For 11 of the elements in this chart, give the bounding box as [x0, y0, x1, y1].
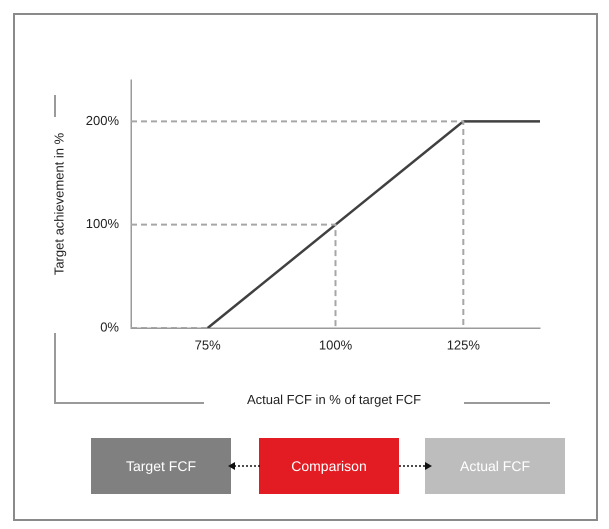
y-tick-label: 100% [86, 216, 120, 232]
box: Actual FCF [425, 438, 565, 494]
box: Comparison [259, 438, 399, 494]
x-axis-title: Actual FCF in % of target FCF [246, 392, 422, 407]
y-axis-title: Target achievement in % [51, 132, 66, 276]
box: Target FCF [91, 438, 231, 494]
x-tick-label: 100% [318, 337, 353, 352]
x-tick-label: 125% [446, 337, 480, 352]
y-tick-label: 200% [86, 112, 120, 128]
y-tick-label: 0% [100, 320, 120, 335]
x-tick-label: 75% [194, 337, 222, 352]
